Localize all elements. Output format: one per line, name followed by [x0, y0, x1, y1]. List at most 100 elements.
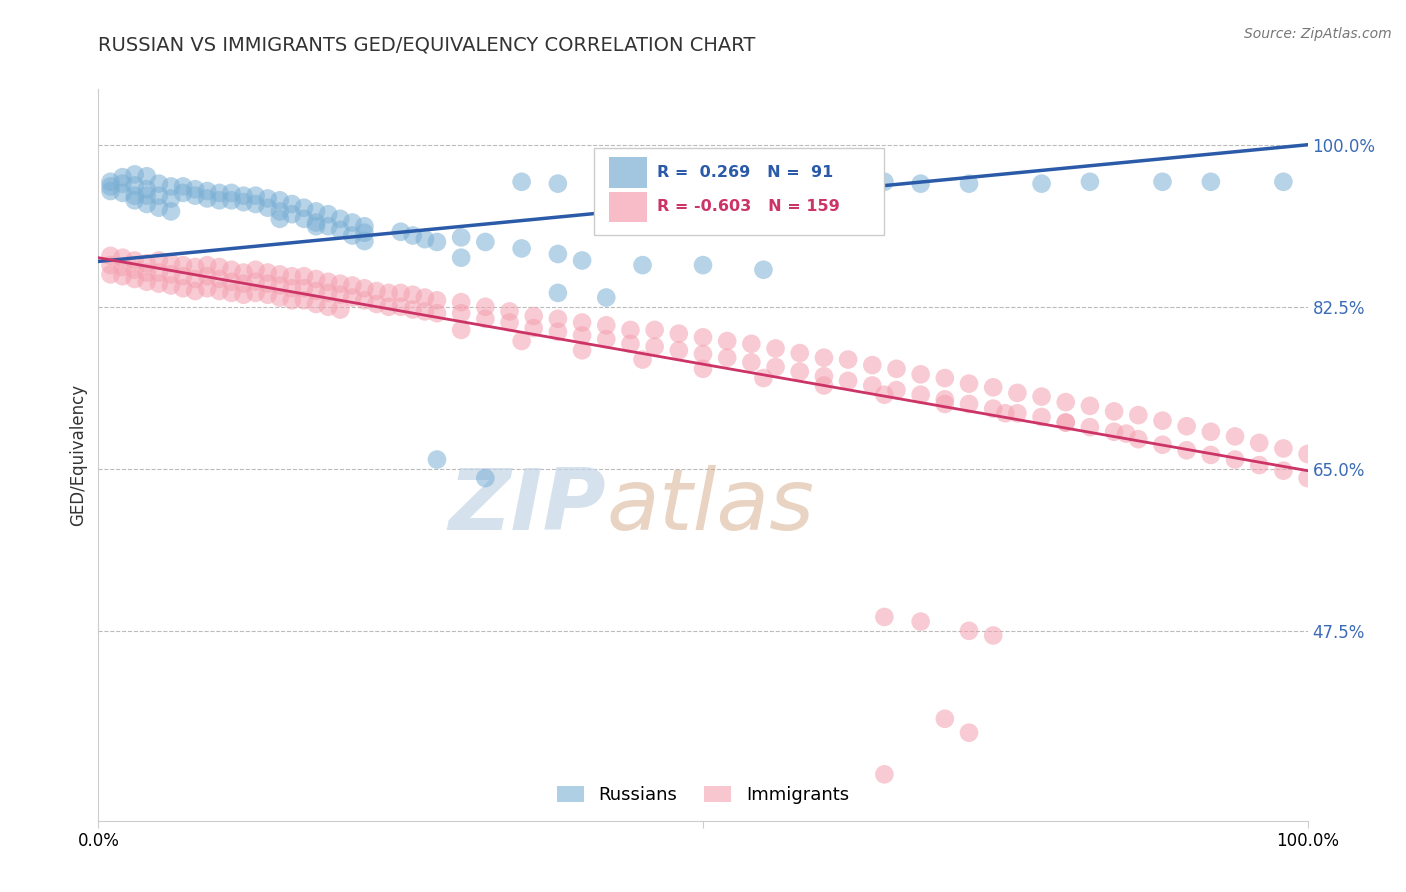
Point: [1272, 464, 1295, 478]
Point: [232, 188, 254, 202]
Point: [342, 278, 364, 293]
Point: [353, 226, 375, 240]
Point: [111, 251, 134, 265]
FancyBboxPatch shape: [595, 148, 884, 235]
Point: [413, 232, 436, 246]
Point: [510, 242, 533, 256]
Point: [1249, 458, 1271, 472]
Text: R =  0.269   N =  91: R = 0.269 N = 91: [657, 165, 834, 180]
Point: [245, 188, 267, 202]
Point: [353, 281, 375, 295]
Point: [957, 725, 980, 739]
Point: [111, 170, 134, 185]
Point: [305, 215, 328, 229]
Point: [1223, 452, 1246, 467]
Point: [269, 268, 291, 282]
Point: [668, 343, 690, 358]
Point: [100, 184, 122, 198]
Point: [426, 293, 449, 308]
Point: [1031, 409, 1053, 424]
Point: [305, 297, 328, 311]
Point: [281, 197, 304, 211]
Point: [994, 406, 1017, 420]
Point: [595, 332, 617, 346]
Point: [100, 179, 122, 194]
Point: [910, 177, 932, 191]
Point: [1078, 399, 1101, 413]
Text: atlas: atlas: [606, 465, 814, 548]
Point: [1007, 406, 1029, 420]
Point: [329, 302, 352, 317]
Point: [619, 323, 641, 337]
Point: [245, 275, 267, 289]
Point: [595, 291, 617, 305]
Point: [860, 378, 883, 392]
Point: [305, 219, 328, 234]
Point: [752, 175, 775, 189]
Point: [245, 285, 267, 300]
Point: [256, 277, 278, 291]
Point: [111, 186, 134, 200]
Point: [184, 188, 207, 202]
Point: [292, 281, 315, 295]
Point: [934, 712, 956, 726]
Text: R = -0.603   N = 159: R = -0.603 N = 159: [657, 200, 839, 214]
Point: [426, 235, 449, 249]
Point: [100, 249, 122, 263]
Point: [353, 219, 375, 234]
Point: [716, 175, 738, 189]
Point: [813, 351, 835, 365]
Point: [426, 452, 449, 467]
Point: [1031, 177, 1053, 191]
FancyBboxPatch shape: [609, 192, 647, 222]
Point: [547, 247, 569, 261]
Point: [377, 300, 399, 314]
Point: [124, 188, 146, 202]
Point: [160, 256, 183, 270]
Point: [305, 272, 328, 286]
Point: [305, 204, 328, 219]
Point: [910, 388, 932, 402]
Point: [329, 223, 352, 237]
Point: [692, 330, 714, 344]
Point: [256, 201, 278, 215]
Point: [208, 194, 231, 208]
Point: [281, 281, 304, 295]
Point: [631, 352, 654, 367]
Point: [619, 336, 641, 351]
Point: [389, 225, 412, 239]
Point: [221, 186, 243, 200]
Point: [245, 262, 267, 277]
Point: [281, 269, 304, 284]
Point: [716, 351, 738, 365]
Point: [135, 197, 157, 211]
Point: [353, 293, 375, 308]
Point: [450, 306, 472, 320]
Point: [148, 188, 170, 202]
Point: [221, 194, 243, 208]
Point: [316, 300, 339, 314]
Point: [1199, 175, 1222, 189]
Text: RUSSIAN VS IMMIGRANTS GED/EQUIVALENCY CORRELATION CHART: RUSSIAN VS IMMIGRANTS GED/EQUIVALENCY CO…: [98, 36, 756, 54]
FancyBboxPatch shape: [609, 157, 647, 188]
Point: [221, 275, 243, 289]
Point: [316, 275, 339, 289]
Point: [934, 392, 956, 407]
Point: [160, 179, 183, 194]
Point: [305, 284, 328, 298]
Point: [510, 175, 533, 189]
Point: [692, 173, 714, 187]
Point: [413, 304, 436, 318]
Point: [765, 359, 787, 374]
Point: [281, 207, 304, 221]
Point: [644, 323, 666, 337]
Point: [957, 376, 980, 391]
Point: [184, 260, 207, 274]
Point: [1078, 175, 1101, 189]
Point: [523, 309, 546, 323]
Point: [172, 281, 194, 295]
Point: [873, 175, 896, 189]
Point: [595, 175, 617, 189]
Point: [160, 268, 183, 282]
Point: [668, 326, 690, 341]
